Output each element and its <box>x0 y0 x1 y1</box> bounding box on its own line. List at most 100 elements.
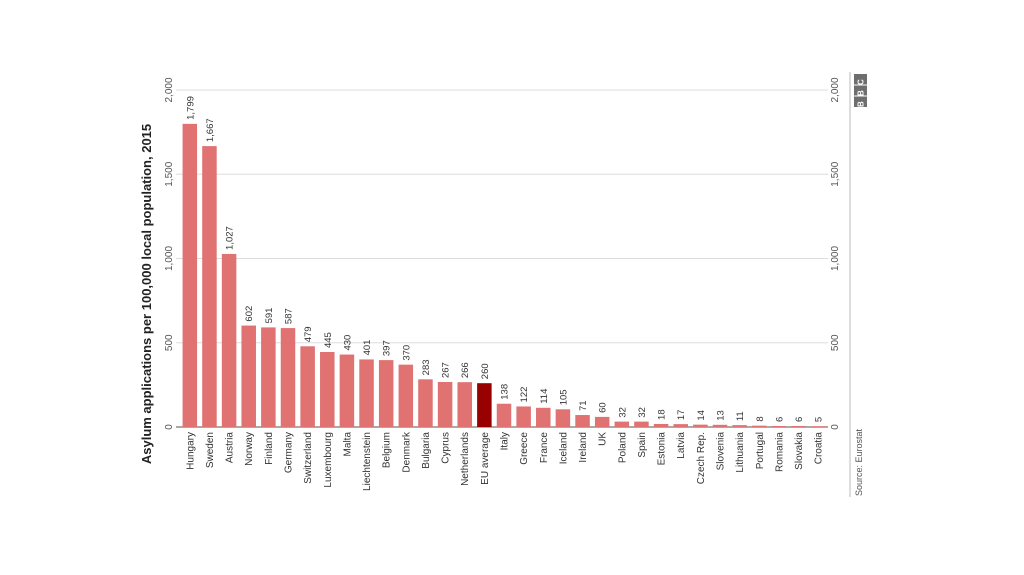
value-label-ireland: 71 <box>578 400 589 411</box>
left-tick-label-1000: 1,000 <box>164 246 175 271</box>
bar-norway <box>241 325 256 427</box>
value-label-germany: 587 <box>284 308 295 324</box>
right-tick-label-500: 500 <box>830 334 841 351</box>
category-label-netherlands: Netherlands <box>460 432 471 486</box>
value-label-bulgaria: 283 <box>421 359 432 375</box>
bar-luxembourg <box>320 352 335 427</box>
value-label-croatia: 5 <box>814 417 825 422</box>
value-label-czech-rep: 14 <box>696 410 707 421</box>
value-label-austria: 1,027 <box>225 226 236 250</box>
value-label-norway: 602 <box>244 306 255 322</box>
category-label-norway: Norway <box>244 432 255 466</box>
category-label-greece: Greece <box>519 432 530 465</box>
value-label-hungary: 1,799 <box>185 96 196 120</box>
value-label-latvia: 17 <box>676 410 687 421</box>
value-label-estonia: 18 <box>657 409 668 420</box>
value-label-liechtenstein: 401 <box>362 340 373 356</box>
value-label-romania: 6 <box>774 417 785 422</box>
bar-france <box>536 407 551 427</box>
category-label-lithuania: Lithuania <box>735 432 746 473</box>
bar-ireland <box>575 415 590 427</box>
value-label-spain: 32 <box>637 407 648 418</box>
category-label-estonia: Estonia <box>657 432 668 466</box>
category-label-ireland: Ireland <box>578 432 589 463</box>
category-label-belgium: Belgium <box>382 432 393 468</box>
left-tick-label-1500: 1,500 <box>164 161 175 186</box>
value-label-malta: 430 <box>342 335 353 351</box>
category-label-poland: Poland <box>617 432 628 463</box>
bars <box>182 123 826 427</box>
bbc-logo-text: BBC <box>857 74 866 107</box>
category-label-liechtenstein: Liechtenstein <box>362 432 373 491</box>
value-label-uk: 60 <box>598 402 609 413</box>
bar-spain <box>634 421 649 427</box>
bar-finland <box>261 327 276 427</box>
bar-malta <box>339 354 355 427</box>
category-label-croatia: Croatia <box>814 432 825 465</box>
value-label-slovakia: 6 <box>794 417 805 422</box>
category-label-hungary: Hungary <box>185 432 196 470</box>
right-tick-label-2000: 2,000 <box>830 77 841 102</box>
bar-denmark <box>398 364 414 427</box>
value-label-slovenia: 13 <box>716 410 727 421</box>
category-label-sweden: Sweden <box>205 432 216 468</box>
category-label-spain: Spain <box>637 432 648 458</box>
value-label-poland: 32 <box>617 407 628 418</box>
bar-croatia <box>810 426 826 427</box>
left-tick-label-500: 500 <box>164 334 175 351</box>
value-label-eu-average: 260 <box>480 363 491 379</box>
right-tick-label-1000: 1,000 <box>830 246 841 271</box>
category-label-eu-average: EU average <box>480 432 491 485</box>
value-label-portugal: 8 <box>755 416 766 421</box>
category-label-slovakia: Slovakia <box>794 432 805 470</box>
bar-belgium <box>378 360 394 427</box>
y-axis-title: Asylum applications per 100,000 local po… <box>139 124 154 464</box>
bar-cyprus <box>437 382 453 427</box>
bar-estonia <box>653 423 669 427</box>
category-label-uk: UK <box>598 432 609 446</box>
bar-slovakia <box>791 425 806 427</box>
category-label-portugal: Portugal <box>755 432 766 469</box>
value-label-sweden: 1,667 <box>205 118 216 142</box>
bar-sweden <box>202 146 217 427</box>
bar-romania <box>771 425 787 427</box>
category-label-czech-rep: Czech Rep. <box>696 432 707 484</box>
value-label-cyprus: 267 <box>441 362 452 378</box>
category-label-germany: Germany <box>284 432 295 473</box>
left-y-axis: 0 500 1,000 1,500 2,000 <box>164 77 175 430</box>
value-label-belgium: 397 <box>382 340 393 356</box>
value-label-netherlands: 266 <box>460 362 471 378</box>
bar-portugal <box>752 425 767 427</box>
category-label-cyprus: Cyprus <box>441 432 452 464</box>
category-label-slovenia: Slovenia <box>716 432 727 471</box>
category-label-italy: Italy <box>500 432 511 450</box>
value-label-finland: 591 <box>264 308 275 324</box>
bar-latvia <box>673 424 688 427</box>
category-label-latvia: Latvia <box>676 432 687 459</box>
value-label-luxembourg: 445 <box>323 332 334 348</box>
value-label-denmark: 370 <box>401 345 412 361</box>
category-labels: Hungary Sweden Austria Norway Finland Germany… <box>185 431 824 491</box>
bar-eu-average <box>477 383 492 427</box>
right-tick-label-1500: 1,500 <box>830 161 841 186</box>
bar-hungary <box>182 123 198 427</box>
bar-czech-rep <box>693 424 708 427</box>
bar-netherlands <box>457 382 472 427</box>
category-label-iceland: Iceland <box>558 432 569 464</box>
bar-iceland <box>555 409 571 427</box>
bar-poland <box>614 421 630 427</box>
bar-slovenia <box>712 424 728 427</box>
category-label-denmark: Denmark <box>401 431 412 473</box>
source-note: Source: Eurostat <box>854 428 864 496</box>
bar-switzerland <box>300 346 315 427</box>
category-label-romania: Romania <box>774 432 785 472</box>
value-label-greece: 122 <box>519 387 530 403</box>
right-tick-label-0: 0 <box>830 424 841 430</box>
value-label-france: 114 <box>539 389 550 404</box>
category-label-france: France <box>539 432 550 464</box>
value-labels: 1,799 1,667 1,027 602 591 587 479 445 430 401 397 3… <box>185 96 824 422</box>
bar-greece <box>516 406 531 427</box>
value-label-switzerland: 479 <box>303 326 314 342</box>
category-label-malta: Malta <box>342 432 353 457</box>
